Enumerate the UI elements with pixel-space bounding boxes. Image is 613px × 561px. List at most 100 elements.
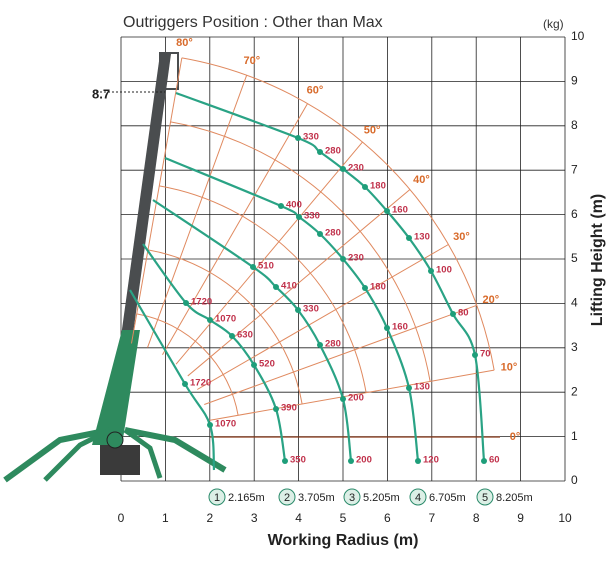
load-label: 280	[325, 146, 341, 157]
x-tick-label: 6	[384, 511, 391, 525]
load-label: 130	[414, 232, 430, 243]
load-point	[250, 264, 256, 270]
boom-length: 8.205m	[496, 492, 533, 504]
load-point	[384, 325, 390, 331]
load-label: 280	[325, 228, 341, 239]
load-label: 160	[392, 322, 408, 333]
load-point	[472, 352, 478, 358]
boom-badge	[343, 488, 361, 506]
load-point	[183, 300, 189, 306]
load-label: 1070	[215, 419, 236, 430]
crane	[3, 52, 227, 483]
y-tick-label: 6	[571, 207, 578, 221]
load-label: 410	[281, 281, 297, 292]
load-label: 1720	[190, 378, 211, 389]
boom-number: 1	[214, 492, 220, 504]
boom-number: 2	[284, 492, 290, 504]
boom-length: 5.205m	[363, 492, 400, 504]
angle-arc	[136, 313, 239, 416]
x-tick-label: 0	[118, 511, 125, 525]
y-tick-label: 3	[571, 340, 578, 354]
angle-line	[204, 304, 477, 405]
load-point	[282, 458, 288, 464]
x-tick-label: 4	[295, 511, 302, 525]
load-label: 1070	[215, 314, 236, 325]
y-tick-label: 0	[571, 473, 578, 487]
x-tick-label: 5	[340, 511, 347, 525]
load-point	[251, 362, 257, 368]
x-tick-label: 9	[517, 511, 524, 525]
x-tick-label: 8	[473, 511, 480, 525]
y-tick-label: 10	[571, 29, 585, 43]
load-point	[340, 396, 346, 402]
angle-label: 30°	[453, 231, 470, 243]
boom-badge	[278, 488, 296, 506]
title: Outriggers Position : Other than Max	[123, 14, 383, 31]
y-tick-label: 4	[571, 296, 578, 310]
load-point	[481, 458, 487, 464]
angle-line	[187, 189, 411, 377]
load-point	[273, 284, 279, 290]
angle-line	[208, 369, 495, 421]
load-point	[348, 458, 354, 464]
angle-label: 70°	[243, 55, 260, 67]
load-label: 330	[304, 211, 320, 222]
load-point	[317, 342, 323, 348]
angle-lines	[131, 57, 500, 438]
x-tick-label: 1	[162, 511, 169, 525]
y-axis-title: Lifting Height (m)	[589, 194, 606, 326]
angle-line	[131, 57, 183, 344]
load-label: 180	[370, 181, 386, 192]
x-tick-label: 3	[251, 511, 258, 525]
load-point	[450, 311, 456, 317]
boom-length: 6.705m	[429, 492, 466, 504]
y-tick-label: 5	[571, 251, 578, 265]
angle-label: 40°	[413, 174, 430, 186]
load-label: 80	[458, 308, 469, 319]
x-tick-label: 2	[206, 511, 213, 525]
load-label: 330	[303, 304, 319, 315]
angle-label: 80°	[176, 37, 193, 49]
load-label: 230	[348, 253, 364, 264]
y-tick-label: 2	[571, 384, 578, 398]
load-point	[340, 256, 346, 262]
load-point	[317, 149, 323, 155]
load-point	[317, 231, 323, 237]
load-label: 180	[370, 282, 386, 293]
y-tick-label: 9	[571, 74, 578, 88]
load-label: 280	[325, 339, 341, 350]
angle-arc	[147, 249, 303, 405]
x-tick-label: 10	[558, 511, 572, 525]
load-point	[295, 135, 301, 141]
load-point	[278, 203, 284, 209]
load-label: 60	[489, 455, 500, 466]
height-mark: 8.7	[92, 86, 110, 101]
boom-length: 2.165m	[228, 492, 265, 504]
load-label: 630	[237, 330, 253, 341]
boom-number: 3	[349, 492, 355, 504]
angle-line	[175, 141, 363, 365]
load-point	[182, 381, 188, 387]
load-point	[273, 406, 279, 412]
angle-label: 20°	[483, 294, 500, 306]
load-label: 160	[392, 205, 408, 216]
load-point	[428, 268, 434, 274]
load-label: 70	[480, 349, 491, 360]
boom-badge	[208, 488, 226, 506]
angle-label: 10°	[501, 361, 518, 373]
load-label: 230	[348, 163, 364, 174]
load-curve	[129, 289, 216, 471]
y-tick-label: 8	[571, 118, 578, 132]
load-point	[295, 307, 301, 313]
load-label: 390	[281, 403, 297, 414]
load-label: 510	[258, 261, 274, 272]
boom-length: 3.705m	[298, 492, 335, 504]
load-point	[406, 385, 412, 391]
angle-line	[197, 244, 449, 390]
load-point	[362, 285, 368, 291]
angle-label: 60°	[307, 84, 324, 96]
angle-arc	[159, 185, 367, 393]
boom-badge	[409, 488, 427, 506]
boom-number: 4	[415, 492, 421, 504]
